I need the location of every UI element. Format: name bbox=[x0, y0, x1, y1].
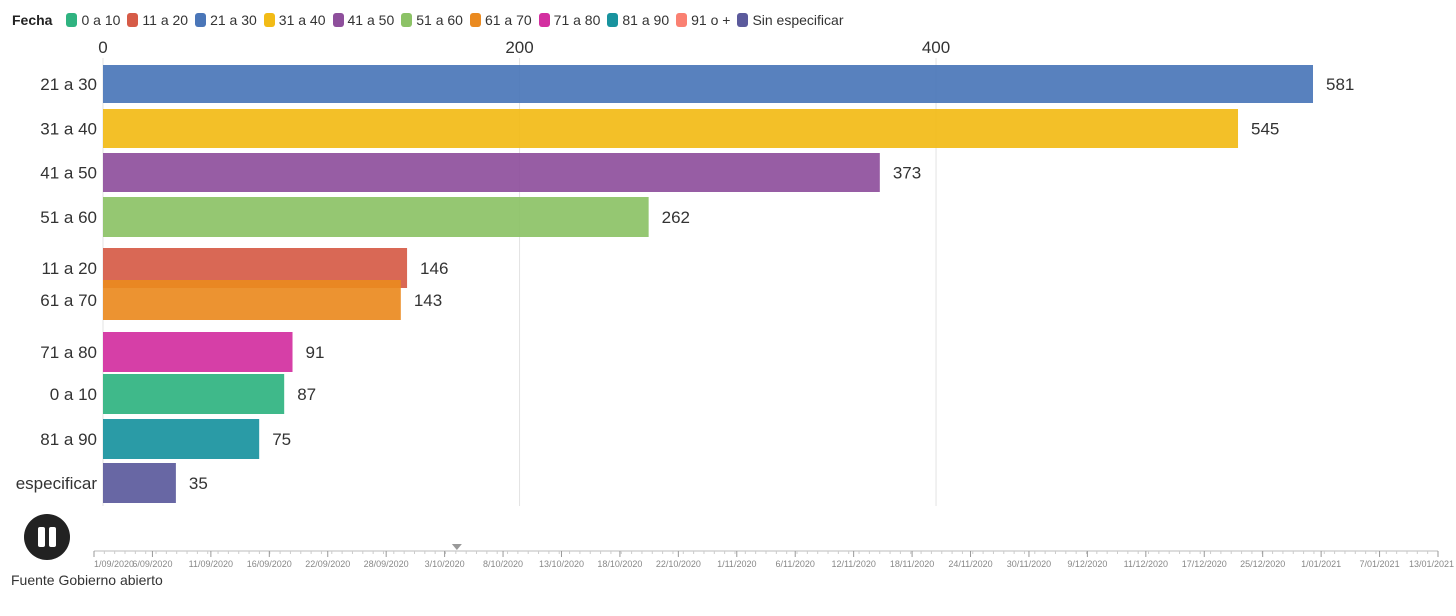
timeline-date-label: 8/10/2020 bbox=[483, 559, 523, 569]
timeline-date-label: 6/11/2020 bbox=[776, 559, 815, 569]
legend-swatch bbox=[127, 13, 139, 27]
timeline-date-label: 18/11/2020 bbox=[890, 559, 934, 569]
legend-label: 61 a 70 bbox=[484, 12, 532, 28]
legend-item[interactable]: 41 a 50 bbox=[332, 12, 395, 28]
legend-label: 91 o + bbox=[691, 12, 731, 28]
legend-label: 0 a 10 bbox=[81, 12, 121, 28]
value-label: 146 bbox=[420, 259, 448, 278]
category-label: 11 a 20 bbox=[42, 259, 97, 278]
legend: Fecha 0 a 10 11 a 20 21 a 30 31 a 40 41 a 50… bbox=[12, 10, 850, 30]
legend-swatch bbox=[538, 13, 550, 27]
value-label: 35 bbox=[189, 474, 208, 493]
legend-swatch bbox=[607, 13, 619, 27]
value-label: 87 bbox=[297, 385, 316, 404]
category-label: 61 a 70 bbox=[40, 291, 97, 310]
legend-item[interactable]: 11 a 20 bbox=[127, 12, 188, 28]
legend-swatch bbox=[195, 13, 207, 27]
timeline-date-label: 1/11/2020 bbox=[717, 559, 756, 569]
legend-swatch bbox=[401, 13, 413, 27]
legend-label: 71 a 80 bbox=[553, 12, 601, 28]
value-label: 143 bbox=[414, 291, 442, 310]
timeline-date-label: 30/11/2020 bbox=[1007, 559, 1051, 569]
bar bbox=[103, 280, 401, 320]
legend-label: 41 a 50 bbox=[347, 12, 395, 28]
value-label: 581 bbox=[1326, 75, 1354, 94]
pause-icon-bar bbox=[49, 527, 56, 547]
timeline-date-label: 9/12/2020 bbox=[1067, 559, 1107, 569]
value-label: 75 bbox=[272, 430, 291, 449]
timeline-date-label: 24/11/2020 bbox=[948, 559, 992, 569]
legend-label: 31 a 40 bbox=[278, 12, 326, 28]
legend-item[interactable]: 51 a 60 bbox=[401, 12, 463, 28]
timeline-date-label: 25/12/2020 bbox=[1240, 559, 1285, 569]
timeline-date-label: 11/12/2020 bbox=[1124, 559, 1168, 569]
legend-label: 81 a 90 bbox=[622, 12, 670, 28]
source-note: Fuente Gobierno abierto bbox=[11, 572, 163, 588]
timeline-date-label: 22/09/2020 bbox=[305, 559, 350, 569]
legend-item[interactable]: 71 a 80 bbox=[538, 12, 601, 28]
bar bbox=[103, 463, 176, 503]
value-label: 373 bbox=[893, 164, 921, 183]
bar bbox=[103, 197, 649, 237]
timeline-date-label: 7/01/2021 bbox=[1360, 559, 1400, 569]
timeline-date-label: 17/12/2020 bbox=[1182, 559, 1227, 569]
timeline-date-label: 18/10/2020 bbox=[597, 559, 642, 569]
legend-title: Fecha bbox=[12, 12, 53, 28]
timeline-date-label: 22/10/2020 bbox=[656, 559, 701, 569]
legend-label: 51 a 60 bbox=[416, 12, 463, 28]
legend-item[interactable]: Sin especificar bbox=[737, 12, 843, 28]
category-label: 0 a 10 bbox=[50, 385, 97, 404]
category-label: 81 a 90 bbox=[40, 430, 97, 449]
label-clip bbox=[0, 460, 10, 506]
timeline-date-label: 6/09/2020 bbox=[132, 559, 172, 569]
legend-item[interactable]: 81 a 90 bbox=[607, 12, 669, 28]
x-tick-label: 400 bbox=[922, 38, 950, 57]
bar-chart: 0 200 400 21 a 30 581 31 a 40 545 41 a 50 373 51 … bbox=[0, 38, 1354, 506]
legend-item[interactable]: 21 a 30 bbox=[195, 12, 257, 28]
timeline-date-label: 11/09/2020 bbox=[189, 559, 233, 569]
category-label: Sin especificar bbox=[0, 474, 97, 493]
legend-item[interactable]: 0 a 10 bbox=[66, 12, 120, 28]
bar bbox=[103, 374, 285, 414]
timeline-date-label: 28/09/2020 bbox=[364, 559, 409, 569]
legend-item[interactable]: 91 o + bbox=[676, 12, 730, 28]
bar bbox=[103, 65, 1313, 103]
legend-item[interactable]: 61 a 70 bbox=[469, 12, 532, 28]
bar bbox=[103, 153, 880, 192]
pause-button[interactable] bbox=[24, 514, 70, 560]
category-label: 31 a 40 bbox=[40, 120, 97, 139]
value-label: 91 bbox=[306, 343, 325, 362]
legend-label: 11 a 20 bbox=[142, 12, 189, 28]
timeline-date-label: 3/10/2020 bbox=[425, 559, 465, 569]
bar bbox=[103, 419, 260, 459]
bar bbox=[103, 109, 1239, 148]
bar bbox=[103, 332, 293, 372]
legend-swatch bbox=[676, 13, 688, 27]
timeline-date-label: 1/01/2021 bbox=[1301, 559, 1341, 569]
legend-swatch bbox=[263, 13, 275, 27]
legend-label: Sin especificar bbox=[752, 12, 844, 28]
timeline-date-label: 16/09/2020 bbox=[247, 559, 292, 569]
timeline-date-label: 1/09/2020 bbox=[94, 559, 134, 569]
category-label: 71 a 80 bbox=[40, 343, 97, 362]
legend-label: 21 a 30 bbox=[210, 12, 257, 28]
legend-swatch bbox=[737, 13, 749, 27]
x-tick-label: 0 bbox=[98, 38, 107, 57]
category-label: 21 a 30 bbox=[40, 75, 97, 94]
legend-swatch bbox=[469, 13, 481, 27]
x-tick-label: 200 bbox=[505, 38, 533, 57]
timeline-handle[interactable] bbox=[451, 544, 462, 550]
category-label: 41 a 50 bbox=[40, 164, 97, 183]
timeline-date-label: 13/01/2021 bbox=[1409, 559, 1454, 569]
value-label: 262 bbox=[662, 208, 690, 227]
pause-icon bbox=[38, 527, 45, 547]
timeline-date-label: 13/10/2020 bbox=[539, 559, 584, 569]
legend-item[interactable]: 31 a 40 bbox=[263, 12, 326, 28]
timeline-date-label: 12/11/2020 bbox=[831, 559, 875, 569]
legend-swatch bbox=[332, 13, 344, 27]
value-label: 545 bbox=[1251, 120, 1279, 139]
category-label: 51 a 60 bbox=[40, 208, 97, 227]
legend-swatch bbox=[66, 13, 78, 27]
